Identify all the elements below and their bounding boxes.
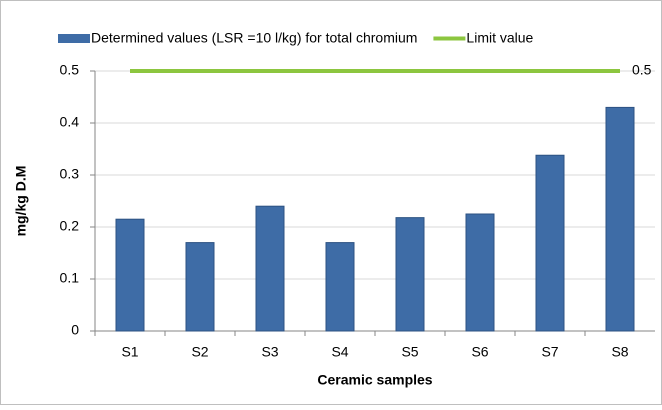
legend-label: Determined values (LSR =10 l/kg) for tot…: [91, 30, 417, 46]
x-axis-label: Ceramic samples: [317, 372, 432, 388]
legend-swatch: [58, 34, 90, 43]
y-axis-label: mg/kg D.M: [13, 166, 29, 237]
bar: [255, 205, 285, 332]
data-label: 0.5: [632, 62, 652, 78]
x-tick-label: S2: [191, 344, 208, 360]
legend-label: Limit value: [466, 30, 533, 46]
bar: [395, 217, 425, 332]
bar: [185, 242, 215, 332]
y-tick-label: 0.1: [60, 270, 80, 286]
bar: [605, 106, 635, 332]
bar: [465, 213, 495, 332]
x-tick-label: S1: [121, 344, 138, 360]
x-tick-label: S7: [541, 344, 558, 360]
x-tick-label: S8: [611, 344, 628, 360]
y-tick-label: 0.5: [60, 62, 80, 78]
y-tick-label: 0: [71, 322, 79, 338]
y-tick-label: 0.4: [60, 114, 80, 130]
x-tick-label: S6: [471, 344, 488, 360]
y-tick-label: 0.3: [60, 166, 80, 182]
x-tick-label: S5: [401, 344, 418, 360]
bar: [535, 154, 565, 332]
x-tick-label: S4: [331, 344, 348, 360]
bar: [115, 218, 145, 332]
x-tick-label: S3: [261, 344, 278, 360]
y-tick-label: 0.2: [60, 218, 80, 234]
bar: [325, 242, 355, 332]
